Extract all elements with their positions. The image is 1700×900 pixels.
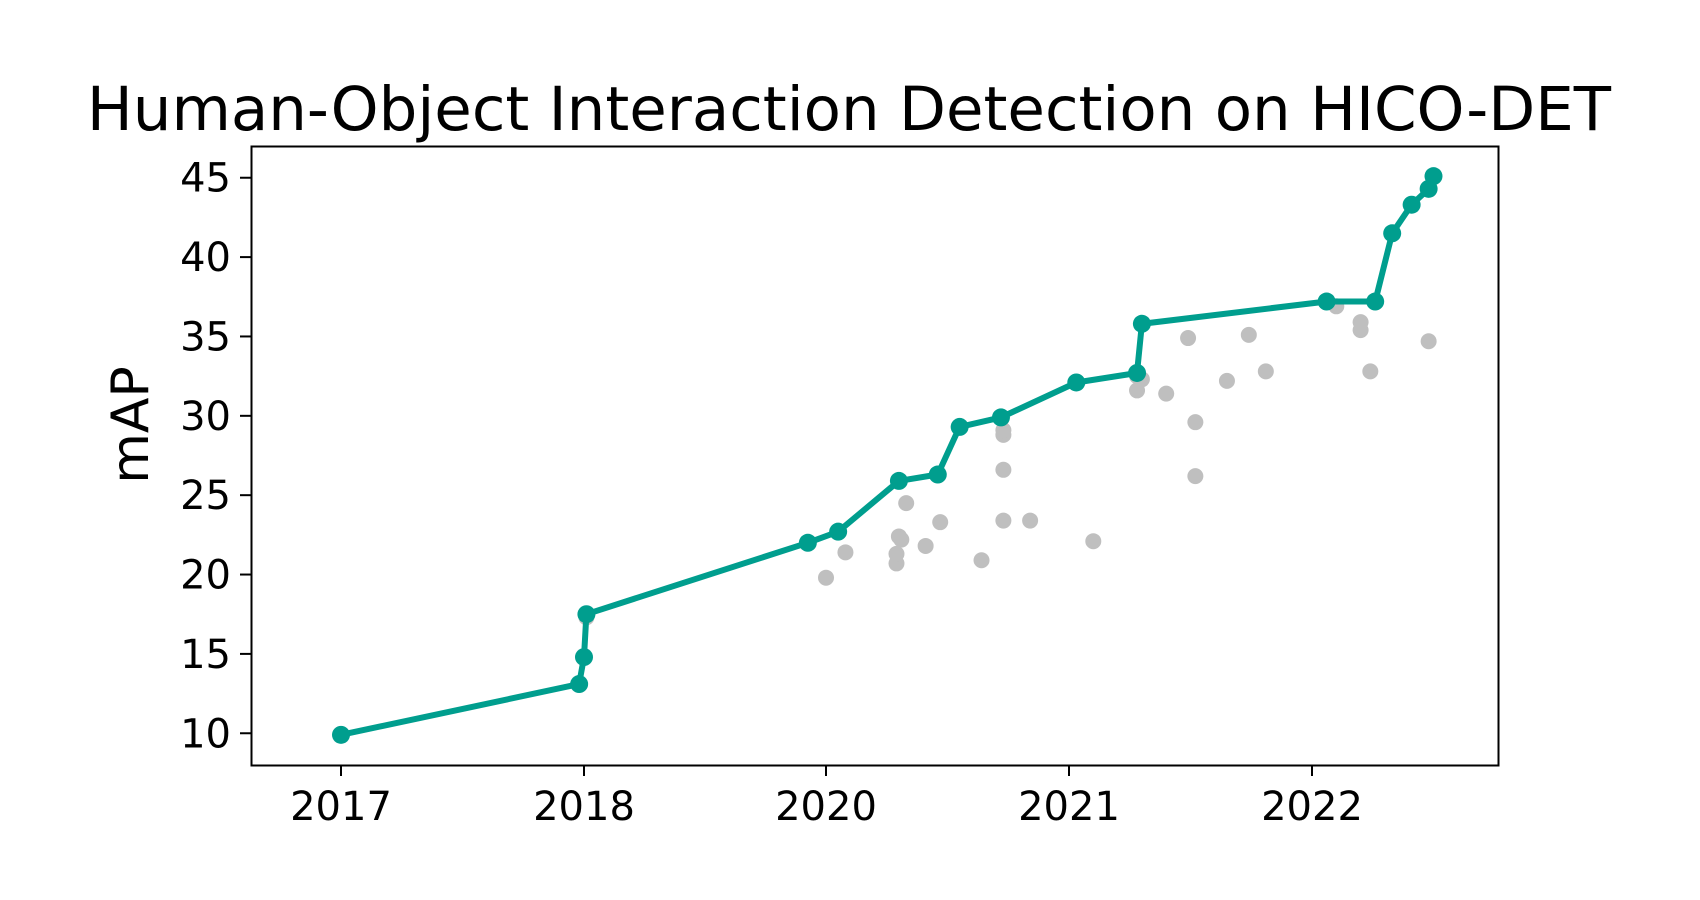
sota-point	[829, 522, 848, 541]
other-method-point	[1240, 326, 1257, 343]
sota-point	[798, 533, 817, 552]
y-tick-label: 25	[180, 473, 231, 519]
other-method-point	[1180, 330, 1197, 347]
other-method-point	[837, 544, 854, 561]
x-tick-label: 2020	[775, 784, 877, 830]
other-method-point	[888, 545, 905, 562]
sota-point	[928, 465, 947, 484]
sota-series	[332, 167, 1443, 744]
y-tick-label: 40	[180, 235, 231, 281]
other-method-point	[932, 514, 949, 531]
sota-point	[570, 675, 589, 694]
y-tick-label: 30	[180, 394, 231, 440]
other-method-point	[1257, 363, 1274, 380]
y-axis-label: mAP	[101, 366, 161, 484]
y-tick-label: 15	[180, 632, 231, 678]
other-method-point	[1085, 533, 1102, 550]
x-tick-label: 2021	[1018, 784, 1120, 830]
other-method-point	[917, 537, 934, 554]
sota-point	[332, 725, 350, 744]
x-tick-label: 2022	[1261, 784, 1363, 830]
y-tick-label: 10	[180, 711, 231, 757]
sota-point	[991, 408, 1010, 427]
y-tick-label: 20	[180, 553, 231, 599]
x-tick-label: 2017	[290, 784, 392, 830]
sota-point	[1383, 224, 1402, 243]
other-method-point	[1022, 512, 1039, 529]
sota-point	[1128, 363, 1147, 382]
other-method-point	[818, 569, 834, 586]
other-method-point	[1218, 372, 1235, 389]
plot-frame	[250, 145, 1500, 767]
other-method-point	[1158, 385, 1175, 402]
other-method-point	[1187, 468, 1204, 485]
other-method-point	[1352, 322, 1369, 339]
sota-point	[889, 471, 908, 490]
other-method-point	[1420, 333, 1437, 350]
x-tick-label: 2018	[533, 784, 635, 830]
y-tick-label: 45	[180, 156, 231, 202]
sota-point	[1402, 195, 1421, 214]
other-method-point	[898, 495, 915, 512]
y-tick-label: 35	[180, 314, 231, 360]
other-method-point	[1187, 414, 1204, 431]
other-method-point	[1362, 363, 1379, 380]
sota-point	[575, 648, 593, 667]
other-method-point	[893, 531, 910, 548]
axis-ticks: 10 15 20 25 30 35 40 45 2017 2018 2020 2021 2022	[180, 156, 1363, 830]
sota-point	[1366, 292, 1385, 311]
sota-point	[1317, 292, 1336, 311]
sota-point	[1067, 373, 1086, 392]
other-method-point	[995, 461, 1012, 478]
sota-point	[950, 417, 969, 436]
sota-line	[338, 173, 1437, 738]
sota-point	[1424, 167, 1443, 186]
sota-point	[577, 605, 596, 624]
sota-point	[1132, 314, 1151, 333]
other-method-point	[995, 512, 1012, 529]
chart-title: Human-Object Interaction Detection on HI…	[87, 74, 1612, 145]
other-method-point	[973, 552, 990, 569]
